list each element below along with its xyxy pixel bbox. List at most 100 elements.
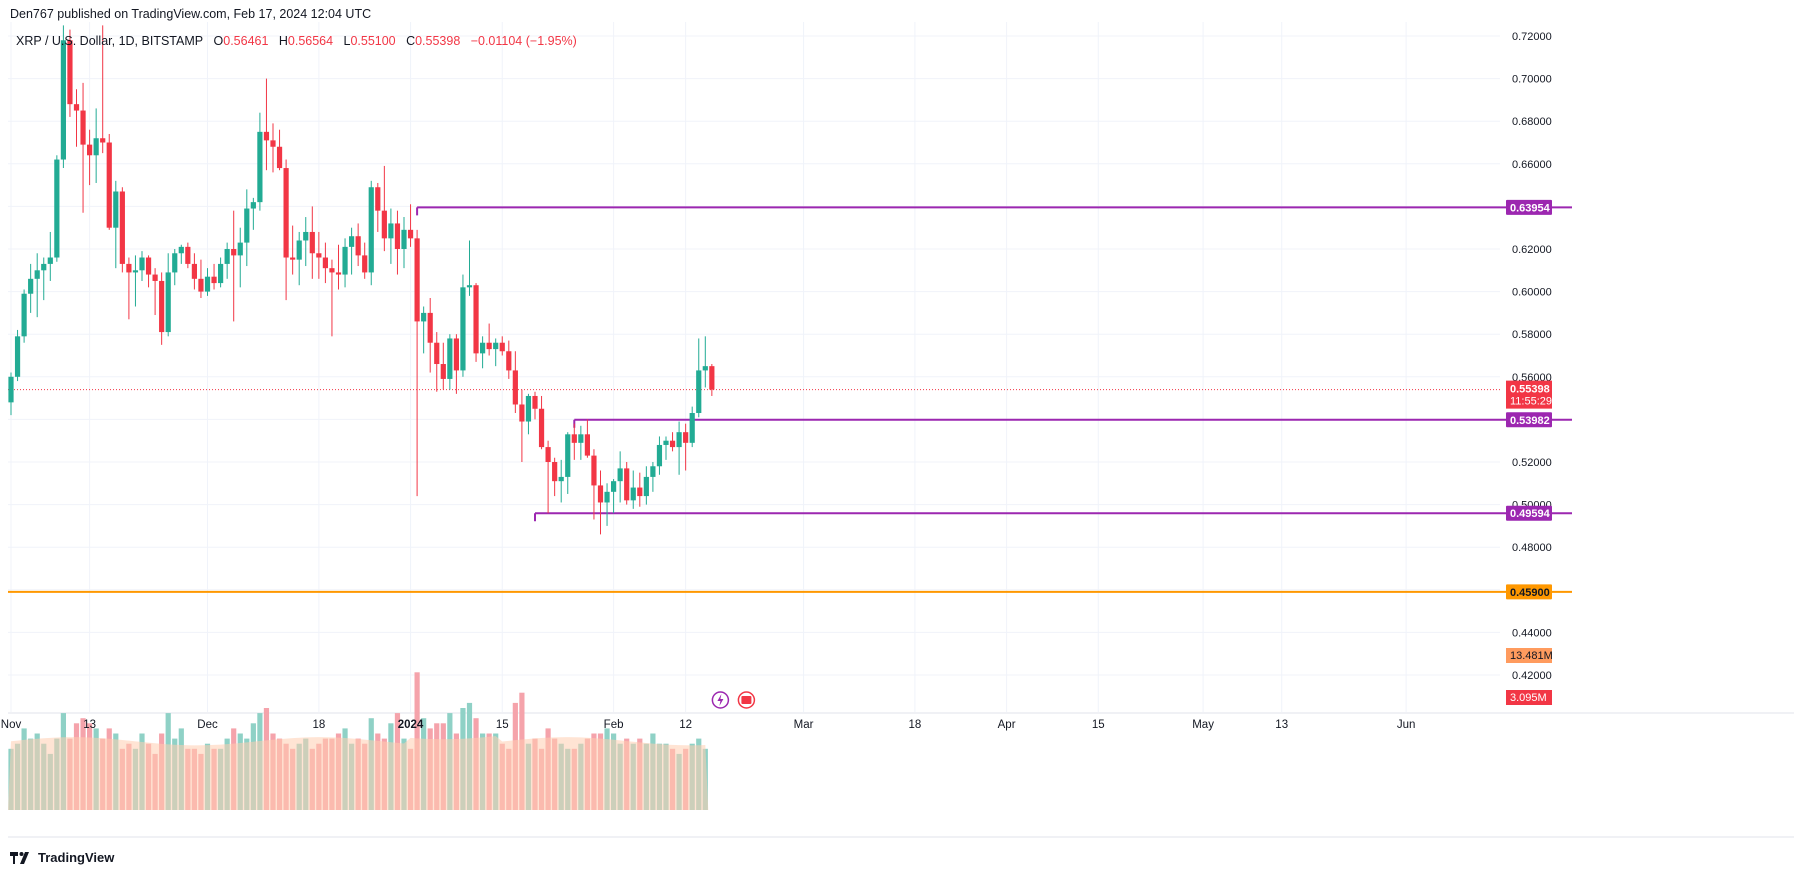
candle-body	[624, 468, 630, 501]
candle-body	[427, 312, 433, 343]
candle-body	[709, 366, 715, 390]
candle-body	[584, 434, 590, 456]
y-tick-label: 0.60000	[1512, 287, 1552, 299]
x-tick-label: 2024	[398, 719, 424, 731]
candle-body	[512, 370, 518, 405]
y-tick-label: 0.62000	[1512, 244, 1552, 256]
candle-body	[506, 351, 512, 371]
x-tick-label: Nov	[1, 719, 22, 731]
candle-body	[270, 140, 276, 147]
last-volume-badge-bg	[1506, 690, 1552, 705]
candle-body	[486, 342, 492, 350]
candle-body	[611, 481, 617, 492]
candle-body	[14, 336, 21, 377]
candle-body	[643, 476, 649, 497]
candle-body	[440, 364, 446, 379]
candle-body	[106, 142, 112, 228]
ohlc-legend: XRP / U.S. Dollar, 1D, BITSTAMP O0.56461…	[16, 34, 577, 48]
candle-body	[93, 138, 99, 156]
candle-body	[663, 440, 669, 445]
tradingview-logo-icon	[10, 851, 29, 864]
candle-body	[617, 468, 623, 482]
volume-ma-badge-bg	[1506, 648, 1552, 663]
tradingview-branding[interactable]: TradingView	[10, 850, 114, 865]
candle-body	[480, 342, 486, 354]
symbol-title[interactable]: XRP / U.S. Dollar, 1D, BITSTAMP	[16, 34, 204, 48]
candle-body	[597, 485, 604, 503]
level-badge: 0.49594	[1510, 508, 1551, 520]
candle-body	[519, 404, 525, 422]
level-badge-bg	[1506, 199, 1552, 215]
candle-body	[466, 285, 473, 288]
candle-body	[394, 223, 401, 249]
candle-body	[257, 131, 263, 203]
candle-body	[8, 376, 14, 403]
candle-body	[178, 246, 184, 254]
candle-body	[316, 253, 322, 258]
candle-body	[276, 146, 283, 169]
candle-body	[656, 444, 663, 467]
candle-body	[296, 240, 302, 260]
candle-body	[126, 263, 132, 273]
candle-body	[237, 242, 243, 256]
tradingview-label: TradingView	[38, 850, 115, 865]
y-tick-label: 0.58000	[1512, 329, 1552, 341]
candle-body	[525, 395, 532, 422]
y-tick-label: 0.42000	[1512, 670, 1552, 682]
change-value: −0.01104 (−1.95%)	[470, 34, 577, 48]
candle-body	[159, 280, 165, 333]
x-tick-label: 18	[909, 719, 922, 731]
candle-body	[54, 159, 60, 258]
candle-body	[407, 229, 414, 239]
low-value: 0.55100	[350, 34, 396, 48]
x-tick-label: 12	[679, 719, 692, 731]
candle-body	[309, 231, 315, 254]
support-badge-bg	[1506, 584, 1552, 600]
y-tick-label: 0.66000	[1512, 159, 1552, 171]
candle-body	[211, 276, 217, 284]
candle-body	[676, 432, 682, 448]
candle-body	[571, 434, 577, 443]
candle-body	[329, 268, 335, 273]
candle-body	[434, 342, 440, 365]
candle-body	[73, 104, 80, 111]
candle-body	[499, 342, 505, 352]
candle-body	[28, 278, 34, 294]
candle-body	[303, 231, 309, 241]
candle-body	[421, 312, 427, 322]
candle-body	[565, 434, 571, 477]
x-tick-label: Apr	[998, 719, 1016, 731]
candle-body	[244, 208, 250, 243]
candle-body	[145, 257, 152, 275]
open-label: O	[213, 34, 224, 48]
candle-body	[41, 263, 47, 271]
candle-body	[604, 491, 610, 503]
y-tick-label: 0.70000	[1512, 74, 1552, 86]
x-tick-label: May	[1192, 719, 1214, 731]
candle-body	[591, 455, 597, 486]
candle-body	[87, 144, 93, 156]
y-tick-label: 0.72000	[1512, 31, 1552, 43]
open-value: 0.56461	[223, 34, 269, 48]
candle-body	[552, 462, 558, 482]
candle-body	[80, 110, 86, 145]
close-label: C	[406, 34, 416, 48]
candle-body	[349, 236, 355, 247]
candle-body	[696, 370, 702, 414]
candle-body	[21, 293, 27, 337]
candle-body	[139, 257, 145, 271]
y-tick-label: 0.68000	[1512, 116, 1552, 128]
candle-body	[414, 238, 420, 322]
candle-body	[283, 168, 289, 258]
high-label: H	[278, 34, 288, 48]
candle-body	[185, 246, 191, 264]
candle-body	[119, 191, 125, 264]
level-badge: 0.63954	[1510, 202, 1551, 214]
high-value: 0.56564	[287, 34, 334, 48]
candle-body	[218, 263, 224, 284]
x-tick-label: 15	[1092, 719, 1105, 731]
candle-body	[362, 255, 368, 273]
last-price-badge-bg	[1506, 380, 1552, 409]
